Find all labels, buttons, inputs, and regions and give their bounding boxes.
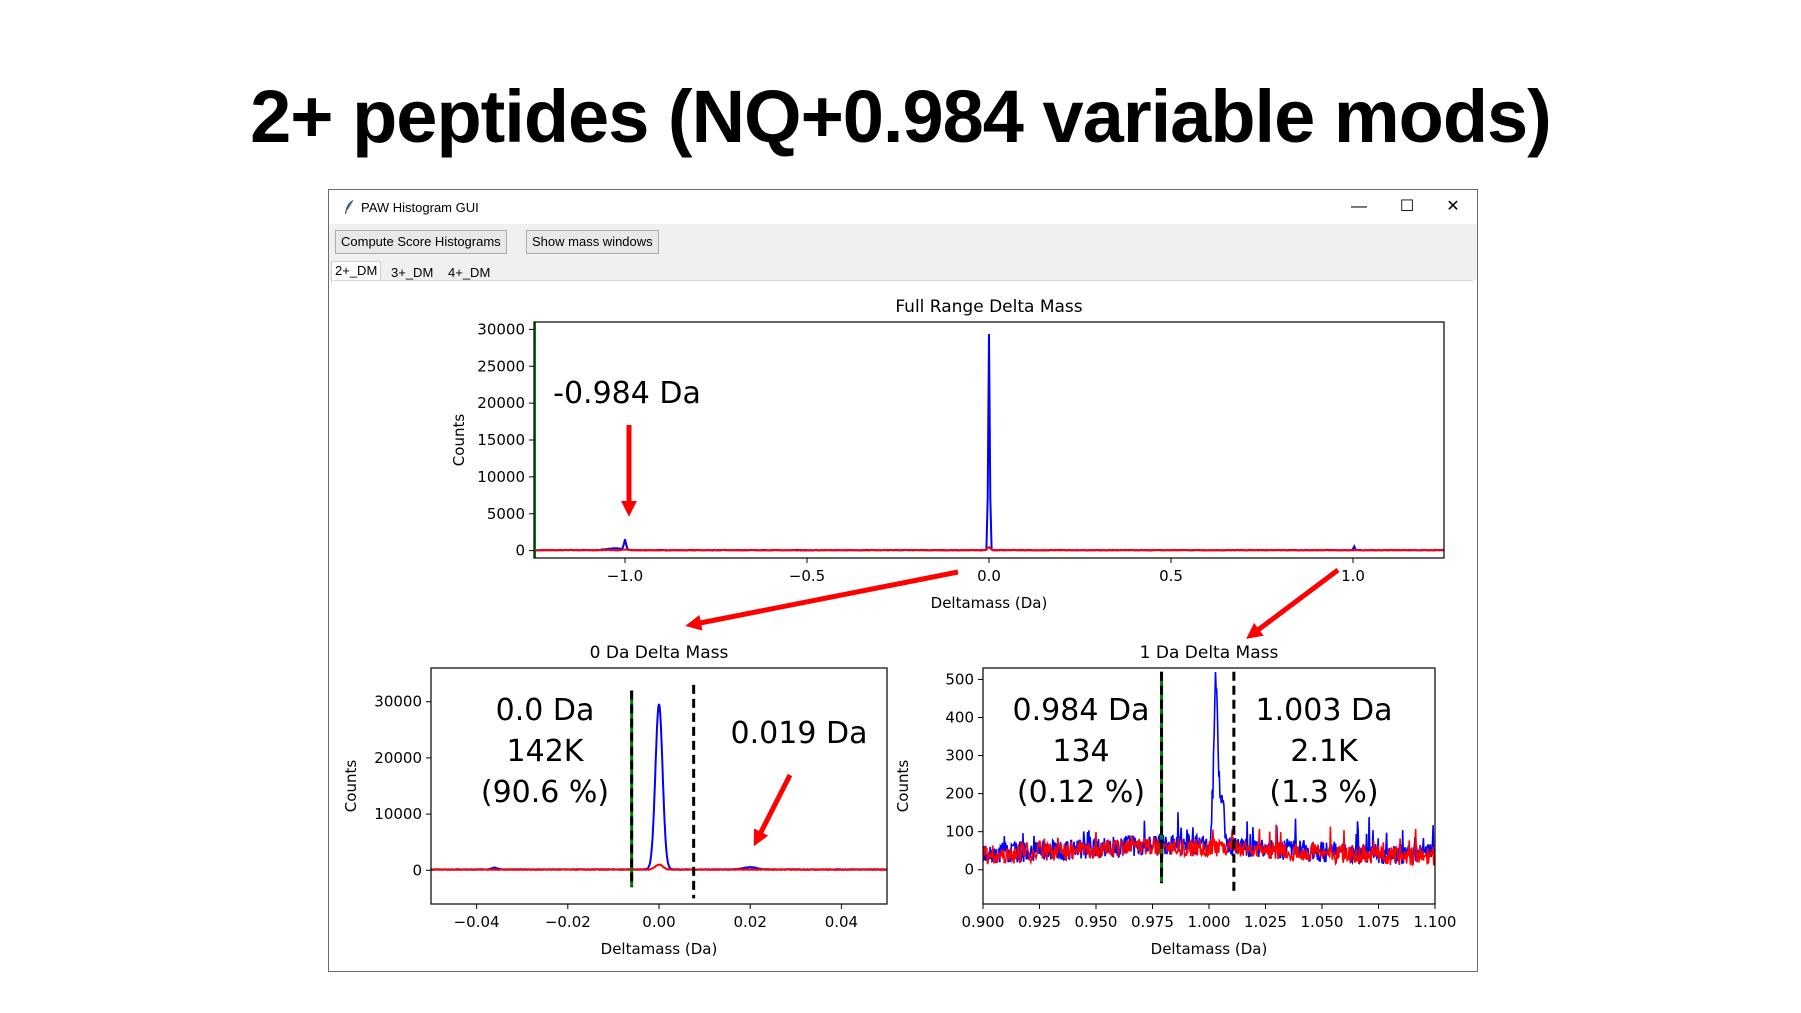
y-tick-label: 10000 xyxy=(374,805,422,823)
x-tick-label: 0.925 xyxy=(1018,913,1061,931)
plot-frame xyxy=(533,321,1445,559)
series-line-red xyxy=(534,545,1444,552)
y-axis-label: Counts xyxy=(894,760,912,813)
y-tick-label: 5000 xyxy=(487,505,525,523)
x-axis-label: Deltamass (Da) xyxy=(931,594,1048,612)
tab-4-dm[interactable]: 4+_DM xyxy=(448,265,491,280)
x-tick-label: −1.0 xyxy=(607,567,643,585)
close-button[interactable]: ✕ xyxy=(1446,198,1460,215)
compute-score-histograms-button[interactable]: Compute Score Histograms xyxy=(335,230,507,254)
x-tick-label: 0.04 xyxy=(825,913,858,931)
window-title: PAW Histogram GUI xyxy=(361,200,479,215)
y-axis-label: Counts xyxy=(450,414,468,467)
x-tick-label: 1.025 xyxy=(1244,913,1287,931)
chart-title: 1 Da Delta Mass xyxy=(1140,643,1279,663)
y-tick-label: 30000 xyxy=(477,320,525,338)
x-tick-label: 1.075 xyxy=(1357,913,1400,931)
tab-2-dm[interactable]: 2+_DM xyxy=(331,261,382,283)
chart-title: 0 Da Delta Mass xyxy=(590,643,729,663)
y-tick-label: 500 xyxy=(945,670,974,688)
plot-frame xyxy=(430,667,888,905)
x-tick-label: 0.900 xyxy=(962,913,1005,931)
x-tick-label: 0.02 xyxy=(733,913,766,931)
plot-frame xyxy=(982,667,1436,905)
series-line-blue xyxy=(983,671,1435,865)
maximize-button[interactable]: ☐ xyxy=(1399,198,1415,215)
show-mass-windows-button[interactable]: Show mass windows xyxy=(526,230,659,254)
x-tick-label: 0.0 xyxy=(977,567,1001,585)
tab-3-dm[interactable]: 3+_DM xyxy=(391,265,434,280)
x-tick-label: −0.02 xyxy=(545,913,591,931)
histogram-window: PAW Histogram GUI — ☐ ✕ Compute Score Hi… xyxy=(328,189,1478,972)
series-line-blue xyxy=(431,703,887,871)
y-tick-label: 400 xyxy=(945,708,974,726)
feather-icon xyxy=(345,199,354,214)
x-axis-label: Deltamass (Da) xyxy=(1151,940,1268,958)
series-line-blue xyxy=(534,333,1444,552)
series-line-red xyxy=(431,863,887,872)
x-tick-label: 0.950 xyxy=(1075,913,1118,931)
x-tick-label: 0.975 xyxy=(1131,913,1174,931)
y-tick-label: 0 xyxy=(964,861,974,879)
series-line-red xyxy=(983,824,1435,867)
x-tick-label: −0.5 xyxy=(789,567,825,585)
plots-canvas: Full Range Delta Mass Deltamass (Da) Count… xyxy=(342,297,1457,958)
y-axis-label: Counts xyxy=(342,760,360,813)
x-tick-label: 1.050 xyxy=(1301,913,1344,931)
slide-title: 2+ peptides (NQ+0.984 variable mods) xyxy=(250,75,1552,158)
y-tick-label: 15000 xyxy=(477,431,525,449)
chart-title: Full Range Delta Mass xyxy=(895,297,1082,317)
x-tick-label: 1.0 xyxy=(1341,567,1365,585)
y-tick-label: 0 xyxy=(412,861,422,879)
y-tick-label: 10000 xyxy=(477,468,525,486)
x-axis-label: Deltamass (Da) xyxy=(601,940,718,958)
y-tick-label: 200 xyxy=(945,785,974,803)
toolbar: Compute Score Histograms Show mass windo… xyxy=(329,224,1477,283)
plot-area: Full Range Delta Mass Deltamass (Da) Count… xyxy=(333,280,1473,969)
y-tick-label: 100 xyxy=(945,823,974,841)
x-tick-label: 1.000 xyxy=(1188,913,1231,931)
minimize-button[interactable]: — xyxy=(1351,198,1367,215)
y-tick-label: 0 xyxy=(515,542,525,560)
y-tick-label: 300 xyxy=(945,747,974,765)
y-tick-label: 30000 xyxy=(374,693,422,711)
x-tick-label: 0.00 xyxy=(642,913,675,931)
y-tick-label: 20000 xyxy=(477,394,525,412)
title-bar: PAW Histogram GUI — ☐ ✕ xyxy=(329,190,1477,224)
y-tick-label: 20000 xyxy=(374,749,422,767)
x-tick-label: 1.100 xyxy=(1414,913,1457,931)
y-tick-label: 25000 xyxy=(477,357,525,375)
x-tick-label: 0.5 xyxy=(1159,567,1183,585)
x-tick-label: −0.04 xyxy=(454,913,500,931)
